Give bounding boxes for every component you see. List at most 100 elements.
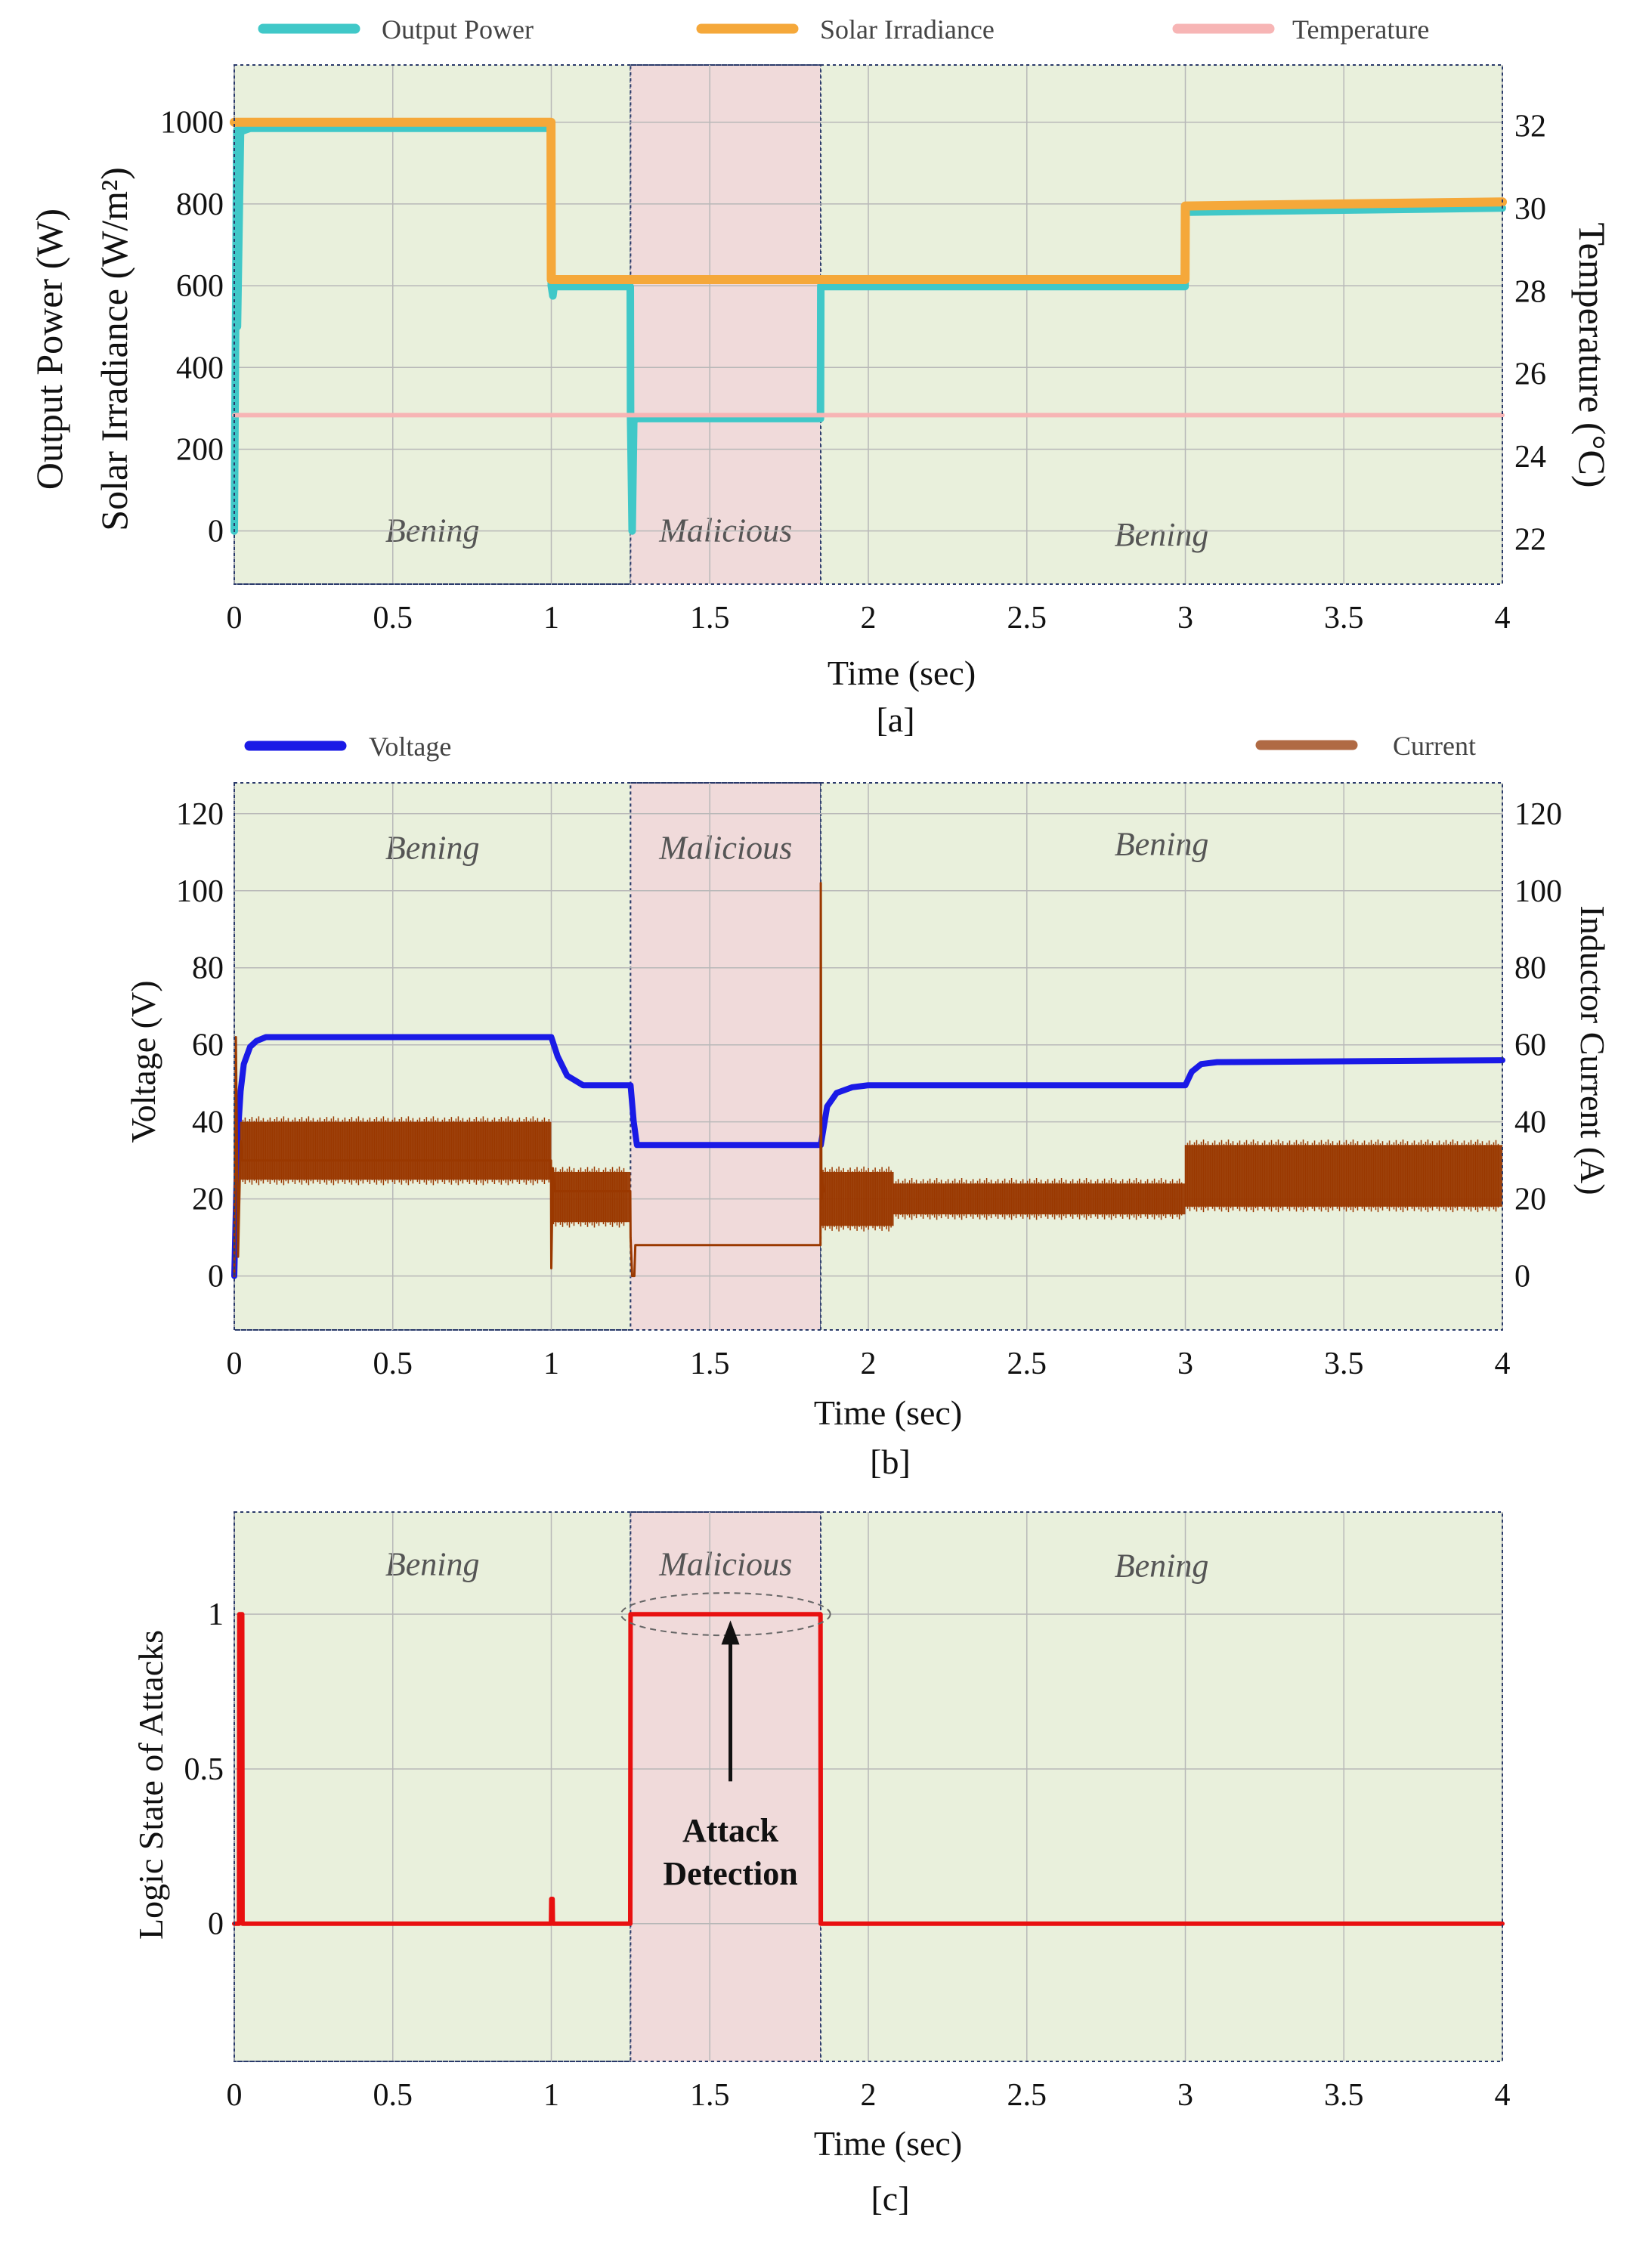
caption-a: [a] — [876, 700, 914, 739]
series-logic-state-line — [232, 1612, 1505, 1926]
legend-label-output-power: Output Power — [382, 14, 534, 45]
region-label-bening-3: Bening — [1115, 826, 1209, 863]
legend-label-current: Current — [1393, 731, 1476, 761]
y-tick-label-0: 0 — [208, 1907, 224, 1942]
x-tick-label-0-5: 0.5 — [373, 601, 413, 635]
y-axis-label-a-line2: Solar Irradiance (W/m²) — [93, 167, 135, 530]
y2-tick-label-22: 22 — [1514, 523, 1546, 558]
x-tick-label-3: 3 — [1177, 2078, 1193, 2113]
region-label-malicious-2: Malicious — [658, 830, 792, 867]
y2-tick-label-20: 20 — [1514, 1183, 1546, 1217]
y2-tick-label-120: 120 — [1514, 797, 1562, 832]
attack-detection-annotation: Attack Detection — [620, 1592, 831, 1892]
y-tick-label-1000: 1000 — [160, 106, 224, 141]
x-tick-label-2: 2 — [861, 601, 877, 635]
y-axis-label-b: Voltage (V) — [124, 980, 162, 1143]
regions-c: Bening Malicious Bening — [234, 1511, 1503, 2062]
regions-a: Bening Malicious Bening — [234, 64, 1503, 585]
y2-tick-label-100: 100 — [1514, 874, 1562, 909]
panel-c: Bening Malicious Bening 0 0.5 1 1.5 2 2.5 3 3.5 4 … — [131, 1511, 1511, 2218]
annotation-text-attack: Attack — [682, 1812, 779, 1849]
region-label-bening-3: Bening — [1115, 516, 1209, 553]
y-tick-label-1: 1 — [208, 1597, 224, 1632]
x-axis-ticks-b: 0 0.5 1 1.5 2 2.5 3 3.5 4 — [227, 1347, 1511, 1381]
frame-c — [234, 1511, 1503, 2062]
series-b — [231, 882, 1505, 1279]
region-label-bening-1: Bening — [385, 1546, 480, 1583]
y-axis-ticks-c: 00.51 — [184, 1597, 224, 1942]
x-tick-label-4: 4 — [1495, 601, 1511, 635]
legend-label-voltage: Voltage — [369, 731, 451, 762]
regions-b: Bening Malicious Bening — [234, 782, 1503, 1331]
y2-tick-label-40: 40 — [1514, 1106, 1546, 1140]
x-tick-label-3: 3 — [1177, 1347, 1193, 1381]
series-current-band-4 — [893, 1183, 1186, 1215]
y-tick-label-200: 200 — [176, 432, 224, 467]
y-tick-label-0: 0 — [208, 1260, 224, 1294]
y-tick-label-0: 0 — [208, 515, 224, 549]
x-tick-label-2: 2 — [861, 2078, 877, 2113]
y2-tick-label-80: 80 — [1514, 951, 1546, 986]
series-solar-irradiance-line — [230, 117, 1507, 284]
y-tick-label-400: 400 — [176, 351, 224, 385]
region-label-malicious-2: Malicious — [658, 1546, 792, 1583]
x-axis-ticks-c: 0 0.5 1 1.5 2 2.5 3 3.5 4 — [227, 2078, 1511, 2113]
region-benign-1 — [234, 1511, 632, 2062]
y-axis-ticks-b: 0 20 40 60 80 100 120 — [176, 797, 224, 1294]
x-tick-label-3-5: 3.5 — [1324, 601, 1364, 635]
x-tick-label-4: 4 — [1495, 1347, 1511, 1381]
y-axis-ticks-a: 0 200 400 600 800 1000 — [160, 106, 224, 549]
x-tick-label-0-5: 0.5 — [373, 2078, 413, 2113]
x-tick-label-3: 3 — [1177, 601, 1193, 635]
y2-tick-label-26: 26 — [1514, 357, 1546, 392]
series-current-line — [233, 882, 825, 1278]
caption-b: [b] — [870, 1443, 911, 1481]
x-tick-label-1: 1 — [543, 2078, 559, 2113]
x-axis-label-c: Time (sec) — [814, 2124, 962, 2163]
x-axis-ticks-a: 0 0.5 1 1.5 2 2.5 3 3.5 4 — [227, 601, 1511, 635]
x-tick-label-2-5: 2.5 — [1007, 2078, 1047, 2113]
y-tick-label-800: 800 — [176, 187, 224, 222]
caption-c: [c] — [871, 2179, 909, 2218]
frame-a — [234, 64, 1503, 585]
series-current-noise-5 — [1184, 1140, 1499, 1213]
x-tick-label-2-5: 2.5 — [1007, 1347, 1047, 1381]
y2-tick-label-30: 30 — [1514, 192, 1546, 227]
x-axis-label-b: Time (sec) — [814, 1393, 962, 1432]
series-current-band-1 — [240, 1121, 552, 1180]
y2-tick-label-28: 28 — [1514, 274, 1546, 309]
x-tick-label-1-5: 1.5 — [690, 1347, 730, 1381]
attack-detection-arrowhead — [721, 1620, 740, 1645]
x-tick-label-0-5: 0.5 — [373, 1347, 413, 1381]
x-tick-label-2: 2 — [861, 1347, 877, 1381]
x-tick-label-0: 0 — [227, 601, 243, 635]
x-tick-label-0: 0 — [227, 1347, 243, 1381]
y-axis-label-c: Logic State of Attacks — [131, 1630, 170, 1940]
y2-axis-ticks-b: 0 20 40 60 80 100 120 — [1514, 797, 1562, 1294]
x-tick-label-4: 4 — [1495, 2078, 1511, 2113]
region-malicious-2 — [630, 1511, 822, 2062]
x-tick-label-1: 1 — [543, 601, 559, 635]
y2-axis-label-a: Temperature (°C) — [1571, 222, 1613, 487]
region-benign-3 — [820, 1511, 1503, 2062]
frame-b — [234, 782, 1503, 1331]
x-tick-label-1-5: 1.5 — [690, 2078, 730, 2113]
x-axis-label-a: Time (sec) — [828, 654, 976, 692]
legend-label-solar-irradiance: Solar Irradiance — [820, 14, 995, 45]
series-a — [230, 117, 1507, 535]
region-benign-1 — [234, 782, 632, 1331]
legend-label-temperature: Temperature — [1292, 14, 1429, 45]
y-tick-label-100: 100 — [176, 874, 224, 909]
x-tick-label-3-5: 3.5 — [1324, 2078, 1364, 2113]
panel-b: Voltage Current Bening Malicious Bening 0 0… — [124, 731, 1612, 1481]
region-label-bening-1: Bening — [385, 830, 480, 867]
region-benign-1 — [234, 64, 632, 585]
y2-tick-label-32: 32 — [1514, 109, 1546, 144]
annotation-text-detection: Detection — [663, 1855, 797, 1892]
y2-axis-label-b: Inductor Current (A) — [1573, 905, 1612, 1195]
legend-b: Voltage Current — [244, 731, 1476, 762]
plot-frame-a — [234, 64, 1503, 585]
x-tick-label-3-5: 3.5 — [1324, 1347, 1364, 1381]
plot-frame-c — [234, 1511, 1503, 2062]
